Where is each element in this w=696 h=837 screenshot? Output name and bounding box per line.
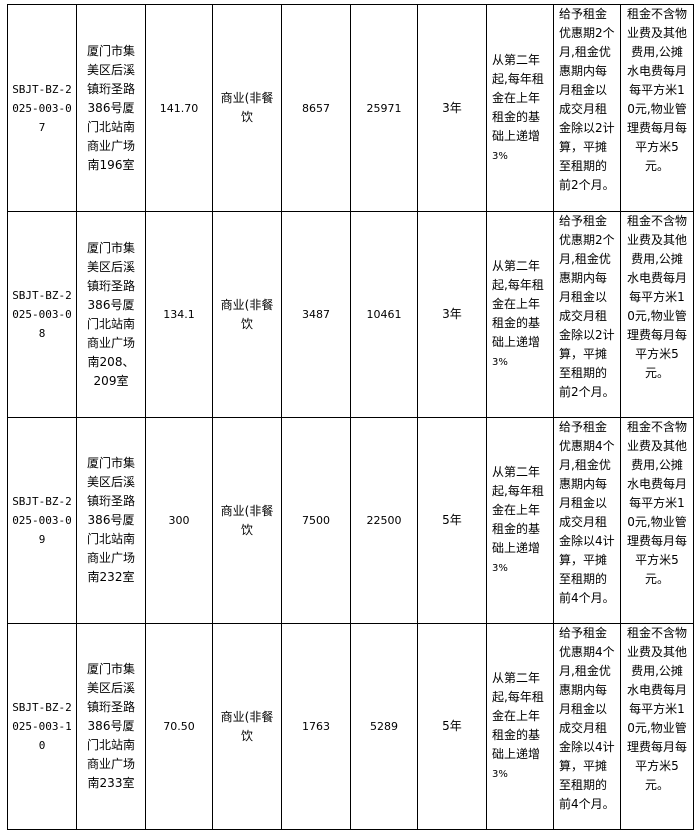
monthly-rent: 3487 — [281, 211, 351, 418]
rent-increase-pct: 3% — [492, 357, 508, 368]
preferential-period: 给予租金优惠期4个月,租金优惠期内每月租金以成交月租金除以4计算，平摊至租期的前… — [553, 623, 621, 830]
lease-term: 3年 — [417, 4, 487, 212]
area: 300 — [145, 417, 213, 624]
rent-increase: 从第二年起,每年租金在上年租金的基础上递增 3% — [486, 211, 554, 418]
fees-note: 租金不含物业费及其他费用,公摊水电费每月每平方米10元,物业管理费每月每平方米5… — [620, 211, 694, 418]
preferential-period: 给予租金优惠期2个月,租金优惠期内每月租金以成交月租金除以2计算，平摊至租期的前… — [553, 4, 621, 212]
preferential-period: 给予租金优惠期2个月,租金优惠期内每月租金以成交月租金除以2计算，平摊至租期的前… — [553, 211, 621, 418]
address: 厦门市集美区后溪镇珩圣路386号厦门北站南商业广场南208、209室 — [76, 211, 146, 418]
area: 70.50 — [145, 623, 213, 830]
rent-increase: 从第二年起,每年租金在上年租金的基础上递增 3% — [486, 4, 554, 212]
area: 134.1 — [145, 211, 213, 418]
lot-code: SBJT-BZ-2025-003-07 — [7, 4, 77, 212]
deposit: 5289 — [350, 623, 418, 830]
area: 141.70 — [145, 4, 213, 212]
lease-table: SBJT-BZ-2025-003-07 厦门市集美区后溪镇珩圣路386号厦门北站… — [7, 4, 694, 830]
deposit: 22500 — [350, 417, 418, 624]
rent-increase: 从第二年起,每年租金在上年租金的基础上递增 3% — [486, 623, 554, 830]
rent-increase: 从第二年起,每年租金在上年租金的基础上递增 3% — [486, 417, 554, 624]
rent-increase-pct: 3% — [492, 563, 508, 574]
lease-term: 5年 — [417, 623, 487, 830]
rent-increase-pct: 3% — [492, 769, 508, 780]
monthly-rent: 7500 — [281, 417, 351, 624]
lease-term: 5年 — [417, 417, 487, 624]
lot-code: SBJT-BZ-2025-003-10 — [7, 623, 77, 830]
rent-increase-text: 从第二年起,每年租金在上年租金的基础上递增 — [492, 52, 544, 143]
fees-note: 租金不含物业费及其他费用,公摊水电费每月每平方米10元,物业管理费每月每平方米5… — [620, 417, 694, 624]
fees-note: 租金不含物业费及其他费用,公摊水电费每月每平方米10元,物业管理费每月每平方米5… — [620, 4, 694, 212]
address: 厦门市集美区后溪镇珩圣路386号厦门北站南商业广场南196室 — [76, 4, 146, 212]
table-row: SBJT-BZ-2025-003-10 厦门市集美区后溪镇珩圣路386号厦门北站… — [7, 623, 694, 830]
address: 厦门市集美区后溪镇珩圣路386号厦门北站南商业广场南233室 — [76, 623, 146, 830]
fees-note: 租金不含物业费及其他费用,公摊水电费每月每平方米10元,物业管理费每月每平方米5… — [620, 623, 694, 830]
usage: 商业(非餐饮 — [212, 4, 282, 212]
table-row: SBJT-BZ-2025-003-09 厦门市集美区后溪镇珩圣路386号厦门北站… — [7, 417, 694, 624]
table-row: SBJT-BZ-2025-003-08 厦门市集美区后溪镇珩圣路386号厦门北站… — [7, 211, 694, 418]
usage: 商业(非餐饮 — [212, 623, 282, 830]
rent-increase-text: 从第二年起,每年租金在上年租金的基础上递增 — [492, 465, 544, 555]
table-row: SBJT-BZ-2025-003-07 厦门市集美区后溪镇珩圣路386号厦门北站… — [7, 4, 694, 212]
rent-increase-pct: 3% — [492, 150, 508, 162]
rent-increase-text: 从第二年起,每年租金在上年租金的基础上递增 — [492, 259, 544, 349]
deposit: 10461 — [350, 211, 418, 418]
preferential-period: 给予租金优惠期4个月,租金优惠期内每月租金以成交月租金除以4计算，平摊至租期的前… — [553, 417, 621, 624]
rent-increase-text: 从第二年起,每年租金在上年租金的基础上递增 — [492, 671, 544, 761]
lot-code: SBJT-BZ-2025-003-08 — [7, 211, 77, 418]
address: 厦门市集美区后溪镇珩圣路386号厦门北站南商业广场南232室 — [76, 417, 146, 624]
monthly-rent: 8657 — [281, 4, 351, 212]
lease-term: 3年 — [417, 211, 487, 418]
deposit: 25971 — [350, 4, 418, 212]
usage: 商业(非餐饮 — [212, 417, 282, 624]
lot-code: SBJT-BZ-2025-003-09 — [7, 417, 77, 624]
monthly-rent: 1763 — [281, 623, 351, 830]
usage: 商业(非餐饮 — [212, 211, 282, 418]
